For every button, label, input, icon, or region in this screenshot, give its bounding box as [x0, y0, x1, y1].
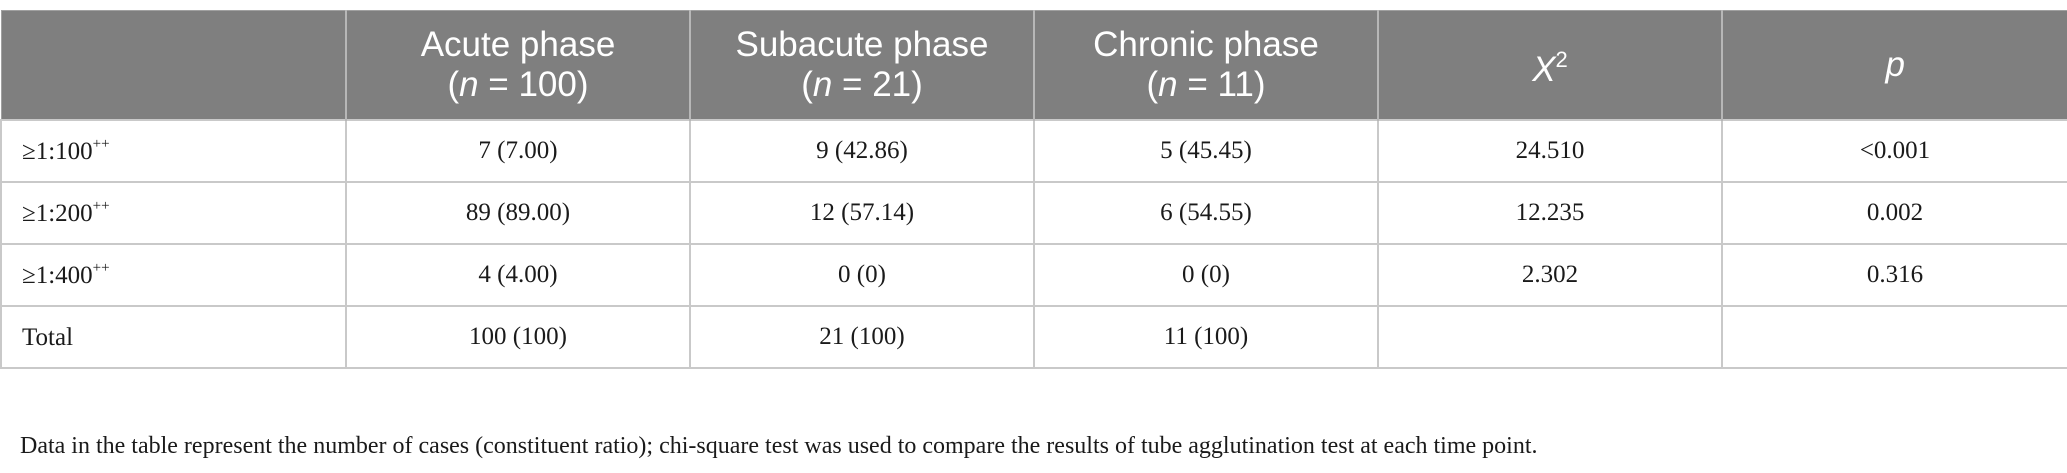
cell-p-value: 0.002	[1721, 181, 2067, 245]
header-chronic-n-value: = 11)	[1177, 65, 1266, 104]
cell-acute: 100 (100)	[345, 305, 691, 369]
row-label: Total	[0, 305, 347, 369]
header-subacute-n-value: = 21)	[832, 65, 923, 104]
header-chronic-phase: Chronic phase (n = 11)	[1033, 10, 1378, 121]
table-row-total: Total 100 (100) 21 (100) 11 (100)	[0, 305, 2067, 369]
row-label-sup: ++	[92, 136, 110, 152]
header-subacute-label: Subacute phase	[735, 25, 989, 64]
row-label-sup: ++	[92, 260, 110, 276]
header-chronic-n: (n = 11)	[1035, 65, 1377, 105]
row-label-text: ≥1:100	[22, 138, 93, 165]
cell-acute: 4 (4.00)	[345, 243, 691, 307]
cell-chronic: 6 (54.55)	[1033, 181, 1379, 245]
table-row: ≥1:200++ 89 (89.00) 12 (57.14) 6 (54.55)…	[0, 181, 2067, 245]
cell-chronic: 11 (100)	[1033, 305, 1379, 369]
header-subacute-phase: Subacute phase (n = 21)	[689, 10, 1034, 121]
cell-chronic: 0 (0)	[1033, 243, 1379, 307]
cell-subacute: 12 (57.14)	[689, 181, 1035, 245]
row-label: ≥1:400++	[0, 243, 347, 307]
header-chi-square-sup: 2	[1555, 47, 1568, 72]
row-label-text: Total	[22, 324, 74, 351]
header-p-label: p	[1885, 45, 1905, 84]
header-subacute-n-open: (	[801, 65, 813, 104]
header-acute-n: (n = 100)	[347, 65, 689, 105]
header-acute-phase: Acute phase (n = 100)	[345, 10, 690, 121]
cell-chi-square: 2.302	[1377, 243, 1723, 307]
cell-chi-square	[1377, 305, 1723, 369]
cell-subacute: 9 (42.86)	[689, 119, 1035, 183]
data-table-container: Acute phase (n = 100) Subacute phase (n …	[0, 10, 2067, 369]
cell-chronic: 5 (45.45)	[1033, 119, 1379, 183]
header-p-value: p	[1721, 10, 2067, 121]
header-chronic-label: Chronic phase	[1093, 25, 1319, 64]
table-body: ≥1:100++ 7 (7.00) 9 (42.86) 5 (45.45) 24…	[0, 119, 2067, 369]
row-label: ≥1:100++	[0, 119, 347, 183]
row-label-sup: ++	[92, 198, 110, 214]
header-acute-n-value: = 100)	[478, 65, 589, 104]
cell-chi-square: 12.235	[1377, 181, 1723, 245]
row-label: ≥1:200++	[0, 181, 347, 245]
results-table: Acute phase (n = 100) Subacute phase (n …	[0, 10, 2067, 369]
cell-p-value: 0.316	[1721, 243, 2067, 307]
header-chi-square: X2	[1377, 10, 1722, 121]
cell-chi-square: 24.510	[1377, 119, 1723, 183]
row-label-text: ≥1:400	[22, 262, 93, 289]
table-row: ≥1:400++ 4 (4.00) 0 (0) 0 (0) 2.302 0.31…	[0, 243, 2067, 307]
header-subacute-n-var: n	[812, 65, 833, 104]
table-header: Acute phase (n = 100) Subacute phase (n …	[0, 10, 2067, 121]
cell-subacute: 0 (0)	[689, 243, 1035, 307]
header-row: Acute phase (n = 100) Subacute phase (n …	[0, 10, 2067, 121]
header-chi-square-label: X	[1532, 50, 1556, 89]
header-acute-label: Acute phase	[420, 25, 616, 64]
table-footnote: Data in the table represent the number o…	[20, 433, 1538, 459]
table-row: ≥1:100++ 7 (7.00) 9 (42.86) 5 (45.45) 24…	[0, 119, 2067, 183]
header-empty-cell	[0, 10, 346, 121]
cell-acute: 7 (7.00)	[345, 119, 691, 183]
cell-p-value	[1721, 305, 2067, 369]
header-acute-n-var: n	[459, 65, 479, 104]
header-subacute-n: (n = 21)	[691, 65, 1033, 105]
header-chronic-n-open: (	[1146, 65, 1159, 104]
header-acute-n-open: (	[447, 65, 460, 104]
cell-acute: 89 (89.00)	[345, 181, 691, 245]
cell-subacute: 21 (100)	[689, 305, 1035, 369]
cell-p-value: <0.001	[1721, 119, 2067, 183]
row-label-text: ≥1:200	[22, 200, 93, 227]
header-chronic-n-var: n	[1158, 65, 1178, 104]
